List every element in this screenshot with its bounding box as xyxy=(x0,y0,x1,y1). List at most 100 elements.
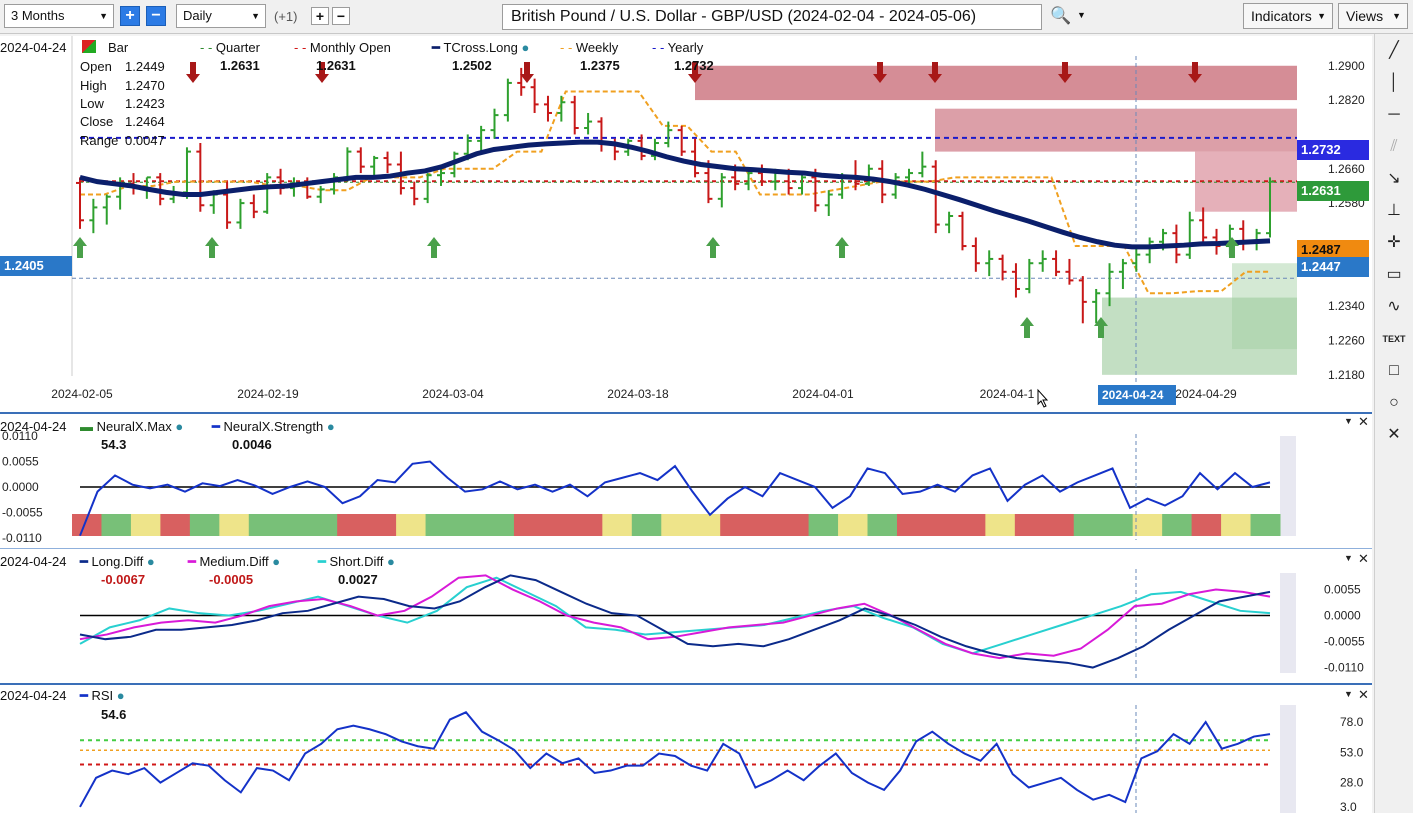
neuralx-max-cell xyxy=(513,514,544,536)
neuralx-max-cell xyxy=(543,514,574,536)
offset-plus-button[interactable]: + xyxy=(311,7,329,25)
pane-date: 2024-04-24 xyxy=(0,40,67,55)
sell-arrow-icon xyxy=(1188,62,1202,83)
interval-select[interactable]: Daily ▼ xyxy=(176,4,266,28)
neuralx-max-cell xyxy=(1132,514,1163,536)
neuralx-chart[interactable]: 0.0110 0.0055 0.0000 -0.0055 -0.0110 xyxy=(0,414,1372,548)
y-tick-label: 0.0000 xyxy=(1324,609,1361,623)
legend-medium-diff: ━ Medium.Diff ● xyxy=(188,554,281,569)
neuralx-max-cell xyxy=(985,514,1016,536)
neuralx-pane[interactable]: 0.0110 0.0055 0.0000 -0.0055 -0.0110 2024-04… xyxy=(0,414,1372,548)
indicators-button[interactable]: Indicators ▼ xyxy=(1243,3,1333,29)
crosshair-price-tag: 1.2405 xyxy=(0,256,72,276)
pane-divider[interactable] xyxy=(0,548,1372,549)
wave-tool-icon[interactable]: ∿ xyxy=(1387,298,1401,315)
pane-scroll-shade xyxy=(1280,573,1296,673)
neuralx-max-cell xyxy=(779,514,810,536)
collapse-icon[interactable]: ▼ xyxy=(1344,689,1353,699)
vertical-line-tool-icon[interactable]: │ xyxy=(1389,74,1399,91)
sell-arrow-icon xyxy=(520,62,534,83)
pane-scroll-shade xyxy=(1280,705,1296,813)
ohlc-range-value: 0.0047 xyxy=(125,133,165,148)
y-tick-label: 78.0 xyxy=(1340,715,1364,729)
legend-yearly: - - Yearly xyxy=(652,40,704,55)
text-tool-icon[interactable]: TEXT xyxy=(1382,334,1406,344)
close-pane-icon[interactable]: ✕ xyxy=(1358,687,1369,702)
delete-drawings-icon[interactable]: ✕ xyxy=(1387,426,1401,443)
rectangle-tool-icon[interactable]: □ xyxy=(1389,362,1399,379)
buy-arrow-icon xyxy=(1094,317,1108,338)
legend-long-diff: ━ Long.Diff ● xyxy=(80,554,155,569)
date-tick-label: 2024-04-01 xyxy=(792,387,854,401)
symbol-title[interactable]: British Pound / U.S. Dollar - GBP/USD (2… xyxy=(502,4,1042,30)
collapse-icon[interactable]: ▼ xyxy=(1344,553,1353,563)
legend-short-diff: ━ Short.Diff ● xyxy=(318,554,395,569)
price-tick-label: 1.2260 xyxy=(1328,333,1365,347)
date-tick-label: 2024-02-19 xyxy=(237,387,299,401)
legend-weekly: - - Weekly xyxy=(560,40,619,55)
chevron-down-icon[interactable]: ▼ xyxy=(1077,10,1086,20)
minus-icon: − xyxy=(336,8,346,24)
zone-box xyxy=(695,65,1297,101)
neuralx-max-cell xyxy=(1103,514,1134,536)
neuralx-max-cell xyxy=(278,514,309,536)
neuralx-max-cell xyxy=(572,514,603,536)
bar-label: Bar xyxy=(108,40,129,55)
neuralx-max-cell xyxy=(160,514,191,536)
close-pane-icon[interactable]: ✕ xyxy=(1358,551,1369,566)
legend-quarter-value: 1.2631 xyxy=(220,58,260,73)
period-select[interactable]: 3 Months ▼ xyxy=(4,4,114,28)
sell-arrow-icon xyxy=(928,62,942,83)
short-diff-line xyxy=(79,576,1271,655)
close-pane-icon[interactable]: ✕ xyxy=(1358,414,1369,429)
neuralx-max-cell xyxy=(337,514,368,536)
rsi-pane[interactable]: 78.0 53.0 28.0 3.0 2024-04-24 ━ RSI ● 54.6 … xyxy=(0,685,1372,813)
chevron-down-icon: ▼ xyxy=(1392,11,1401,21)
mouse-cursor-icon xyxy=(1037,388,1049,408)
neuralx-max-cell xyxy=(455,514,485,536)
neuralx-max-cell xyxy=(1073,514,1104,536)
neuralx-max-cell xyxy=(631,514,662,536)
pane-divider[interactable] xyxy=(0,412,1372,414)
neuralx-max-cell xyxy=(1250,514,1281,536)
legend-long-diff-value: -0.0067 xyxy=(101,572,146,587)
sell-arrow-icon xyxy=(688,62,702,83)
y-tick-label: 0.0000 xyxy=(2,480,39,494)
zoom-in-button[interactable]: + xyxy=(120,6,140,26)
legend-short-diff-value: 0.0027 xyxy=(338,572,378,587)
collapse-icon[interactable]: ▼ xyxy=(1344,416,1353,426)
zone-box xyxy=(1232,263,1297,350)
trendline-tool-icon[interactable]: ╱ xyxy=(1389,42,1399,59)
last-price-tag: 1.2447 xyxy=(1297,257,1369,277)
fibonacci-tool-icon[interactable]: ⊥ xyxy=(1387,202,1401,219)
horizontal-line-tool-icon[interactable]: ─ xyxy=(1388,106,1400,123)
pane-divider[interactable] xyxy=(0,683,1372,685)
neuralx-max-cell xyxy=(425,514,456,536)
y-tick-label: 3.0 xyxy=(1340,800,1357,813)
search-icon[interactable]: 🔍 xyxy=(1050,6,1072,25)
y-tick-label: -0.0110 xyxy=(2,531,42,545)
parallel-lines-tool-icon[interactable]: ⫽ xyxy=(1390,138,1398,155)
crosshair-tool-icon[interactable]: ✛ xyxy=(1387,234,1401,251)
y-tick-label: 0.0055 xyxy=(1324,583,1361,597)
diff-chart[interactable]: 0.0055 0.0000 -0.0055 -0.0110 xyxy=(0,549,1372,683)
zoom-out-button[interactable]: − xyxy=(146,6,166,26)
price-chart[interactable]: 1.29001.28201.26601.25801.24201.23401.22… xyxy=(0,36,1372,412)
price-pane[interactable]: 1.29001.28201.26601.25801.24201.23401.22… xyxy=(0,36,1372,412)
neuralx-max-cell xyxy=(896,514,927,536)
views-button[interactable]: Views ▼ xyxy=(1338,3,1408,29)
neuralx-max-cell xyxy=(189,514,220,536)
offset-minus-button[interactable]: − xyxy=(332,7,350,25)
diff-pane[interactable]: 0.0055 0.0000 -0.0055 -0.0110 2024-04-24 ━ … xyxy=(0,549,1372,683)
comment-tool-icon[interactable]: ▭ xyxy=(1386,266,1402,283)
rsi-chart[interactable]: 78.0 53.0 28.0 3.0 xyxy=(0,685,1372,813)
ellipse-tool-icon[interactable]: ○ xyxy=(1389,394,1399,411)
y-tick-label: 0.0055 xyxy=(2,455,39,469)
ray-tool-icon[interactable]: ↘ xyxy=(1387,170,1401,187)
neuralx-max-cell xyxy=(867,514,898,536)
legend-rsi-value: 54.6 xyxy=(101,707,127,722)
interval-value: Daily xyxy=(183,8,212,23)
buy-arrow-icon xyxy=(205,237,219,258)
neuralx-max-cell xyxy=(101,514,132,536)
price-tick-label: 1.2900 xyxy=(1328,59,1365,73)
